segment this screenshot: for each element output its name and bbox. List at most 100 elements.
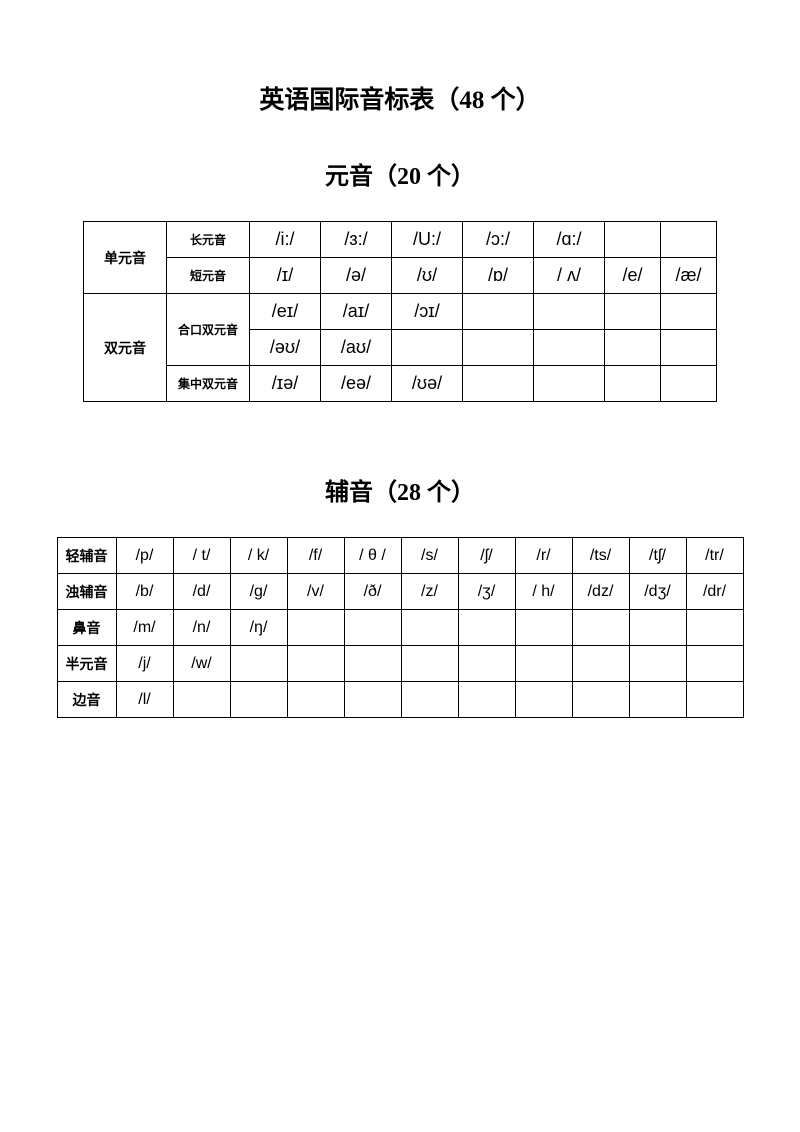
ipa-cell [463,294,534,330]
ipa-cell [661,330,717,366]
ipa-cell [686,682,743,718]
ipa-cell [572,682,629,718]
ipa-cell: /tʃ/ [629,538,686,574]
ipa-cell: /w/ [173,646,230,682]
ipa-cell [463,330,534,366]
ipa-cell: /aɪ/ [321,294,392,330]
table-row: 浊辅音/b//d//g//v//ð//z//ʒ// h//dz//dʒ//dr/ [57,574,743,610]
ipa-cell: /eɪ/ [250,294,321,330]
ipa-cell: /dr/ [686,574,743,610]
ipa-cell [515,610,572,646]
ipa-cell [287,646,344,682]
vowel-category-label: 双元音 [84,294,167,402]
ipa-cell [534,366,605,402]
table-row: 集中双元音 /ɪə/ /eə/ /ʊə/ [84,366,717,402]
ipa-cell: / t/ [173,538,230,574]
ipa-cell [401,682,458,718]
ipa-cell: /ʃ/ [458,538,515,574]
ipa-cell [458,610,515,646]
consonant-table: 轻辅音/p// t// k//f// θ //s//ʃ//r//ts//tʃ//… [57,537,744,718]
ipa-cell: /m/ [116,610,173,646]
ipa-cell: /v/ [287,574,344,610]
ipa-cell [572,646,629,682]
ipa-cell [661,366,717,402]
ipa-cell: /U:/ [392,222,463,258]
ipa-cell: /ə/ [321,258,392,294]
consonant-category-label: 鼻音 [57,610,116,646]
ipa-cell: /ɑ:/ [534,222,605,258]
vowel-subcategory-label: 集中双元音 [167,366,250,402]
ipa-cell: /n/ [173,610,230,646]
ipa-cell [230,682,287,718]
vowel-subcategory-label: 合口双元音 [167,294,250,366]
ipa-cell [661,222,717,258]
ipa-cell: /z/ [401,574,458,610]
vowel-table: 单元音 长元音 /i:/ /ɜ:/ /U:/ /ɔ:/ /ɑ:/ 短元音 /ɪ/… [83,221,717,402]
ipa-cell [458,646,515,682]
ipa-cell: /ʊ/ [392,258,463,294]
table-row: 半元音/j//w/ [57,646,743,682]
table-row: 双元音 合口双元音 /eɪ/ /aɪ/ /ɔɪ/ [84,294,717,330]
ipa-cell: /æ/ [661,258,717,294]
table-row: 单元音 长元音 /i:/ /ɜ:/ /U:/ /ɔ:/ /ɑ:/ [84,222,717,258]
ipa-cell [287,610,344,646]
ipa-cell [401,610,458,646]
ipa-cell: /ɪə/ [250,366,321,402]
ipa-cell [401,646,458,682]
ipa-cell: /ʊə/ [392,366,463,402]
ipa-cell [344,682,401,718]
ipa-cell: / h/ [515,574,572,610]
ipa-cell: /əʊ/ [250,330,321,366]
consonant-category-label: 浊辅音 [57,574,116,610]
ipa-cell: / ʌ/ [534,258,605,294]
ipa-cell: /j/ [116,646,173,682]
ipa-cell: /s/ [401,538,458,574]
ipa-cell: /ʒ/ [458,574,515,610]
table-row: 短元音 /ɪ/ /ə/ /ʊ/ /ɒ/ / ʌ/ /e/ /æ/ [84,258,717,294]
ipa-cell: /r/ [515,538,572,574]
ipa-cell [661,294,717,330]
ipa-cell [572,610,629,646]
ipa-cell: /ŋ/ [230,610,287,646]
ipa-cell [605,222,661,258]
ipa-cell [392,330,463,366]
vowel-category-label: 单元音 [84,222,167,294]
ipa-cell [534,330,605,366]
table-row: 鼻音/m//n//ŋ/ [57,610,743,646]
ipa-cell [344,646,401,682]
title-main: 英语国际音标表（48 个） [45,80,755,116]
consonant-category-label: 边音 [57,682,116,718]
ipa-cell [605,366,661,402]
vowel-subcategory-label: 长元音 [167,222,250,258]
ipa-cell: / θ / [344,538,401,574]
ipa-cell: /ɔ:/ [463,222,534,258]
ipa-cell [605,294,661,330]
ipa-cell: / k/ [230,538,287,574]
ipa-cell [344,610,401,646]
ipa-cell [463,366,534,402]
ipa-cell: /i:/ [250,222,321,258]
table-row: 轻辅音/p// t// k//f// θ //s//ʃ//r//ts//tʃ//… [57,538,743,574]
ipa-cell [686,610,743,646]
ipa-cell [686,646,743,682]
title-vowels: 元音（20 个） [45,156,755,191]
ipa-cell [230,646,287,682]
ipa-cell: /tr/ [686,538,743,574]
ipa-cell: /d/ [173,574,230,610]
ipa-cell [534,294,605,330]
ipa-cell: /ts/ [572,538,629,574]
consonant-category-label: 轻辅音 [57,538,116,574]
ipa-cell [629,646,686,682]
title-consonants: 辅音（28 个） [45,472,755,507]
ipa-cell: /aʊ/ [321,330,392,366]
ipa-cell: /g/ [230,574,287,610]
table-row: 边音/l/ [57,682,743,718]
consonant-category-label: 半元音 [57,646,116,682]
ipa-cell [629,682,686,718]
vowel-subcategory-label: 短元音 [167,258,250,294]
ipa-cell: /ɒ/ [463,258,534,294]
ipa-cell: /ɔɪ/ [392,294,463,330]
ipa-cell [515,682,572,718]
ipa-cell: /ɪ/ [250,258,321,294]
ipa-cell [287,682,344,718]
